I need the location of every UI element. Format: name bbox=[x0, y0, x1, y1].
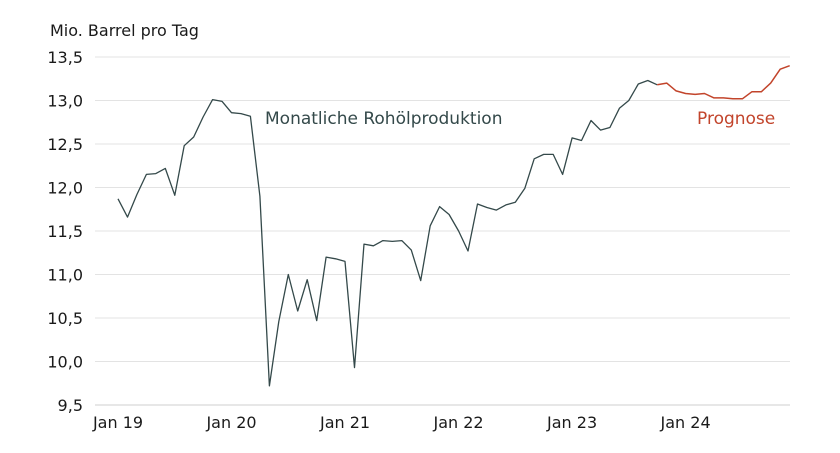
y-tick-label: 13,5 bbox=[47, 48, 83, 67]
x-tick-labels: Jan 19 Jan 20 Jan 21 Jan 22 Jan 23 Jan 24 bbox=[92, 413, 711, 432]
y-tick-label: 11,5 bbox=[47, 222, 83, 241]
x-tick-label: Jan 22 bbox=[433, 413, 484, 432]
y-tick-label: 9,5 bbox=[58, 396, 83, 415]
y-tick-label: 13,0 bbox=[47, 92, 83, 111]
x-tick-label: Jan 20 bbox=[205, 413, 256, 432]
y-tick-label: 12,0 bbox=[47, 179, 83, 198]
y-tick-labels: 9,5 10,0 10,5 11,0 11,5 12,0 12,5 13,0 13,5 bbox=[47, 48, 83, 415]
y-tick-label: 10,5 bbox=[47, 309, 83, 328]
series-label-forecast: Prognose bbox=[697, 109, 775, 129]
y-tick-label: 12,5 bbox=[47, 135, 83, 154]
x-tick-label: Jan 21 bbox=[319, 413, 370, 432]
grid-lines bbox=[95, 56, 790, 406]
series-line-forecast bbox=[657, 64, 790, 100]
series-label-actual-production: Monatliche Rohölproduktion bbox=[265, 109, 503, 129]
x-tick-label: Jan 19 bbox=[92, 413, 143, 432]
x-tick-label: Jan 24 bbox=[660, 413, 711, 432]
y-axis-unit-label: Mio. Barrel pro Tag bbox=[50, 21, 199, 40]
y-tick-label: 10,0 bbox=[47, 353, 83, 372]
series-line-actual-production bbox=[117, 79, 658, 387]
y-tick-label: 11,0 bbox=[47, 266, 83, 285]
x-tick-label: Jan 23 bbox=[546, 413, 597, 432]
